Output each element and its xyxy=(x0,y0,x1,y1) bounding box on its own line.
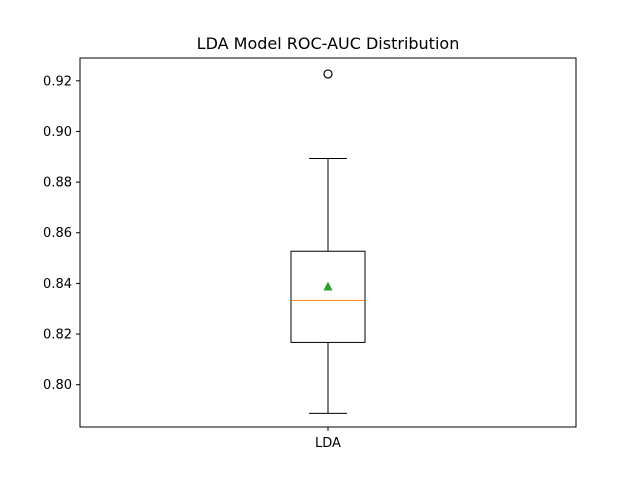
y-tick-label: 0.86 xyxy=(43,226,72,241)
y-tick-label: 0.84 xyxy=(43,277,72,292)
iqr-box xyxy=(291,251,365,342)
outlier-point xyxy=(324,70,332,78)
chart-title: LDA Model ROC-AUC Distribution xyxy=(197,34,460,53)
y-tick-label: 0.82 xyxy=(43,328,72,343)
y-tick-label: 0.90 xyxy=(43,125,72,140)
y-axis: 0.80 0.82 0.84 0.86 0.88 0.90 0.92 xyxy=(43,74,80,393)
y-tick-label: 0.88 xyxy=(43,176,72,191)
box-series xyxy=(291,70,365,413)
y-tick-label: 0.80 xyxy=(43,378,72,393)
mean-marker xyxy=(324,282,332,290)
y-tick-label: 0.92 xyxy=(43,74,72,89)
x-axis: LDA xyxy=(315,427,341,451)
x-tick-label: LDA xyxy=(315,436,341,451)
